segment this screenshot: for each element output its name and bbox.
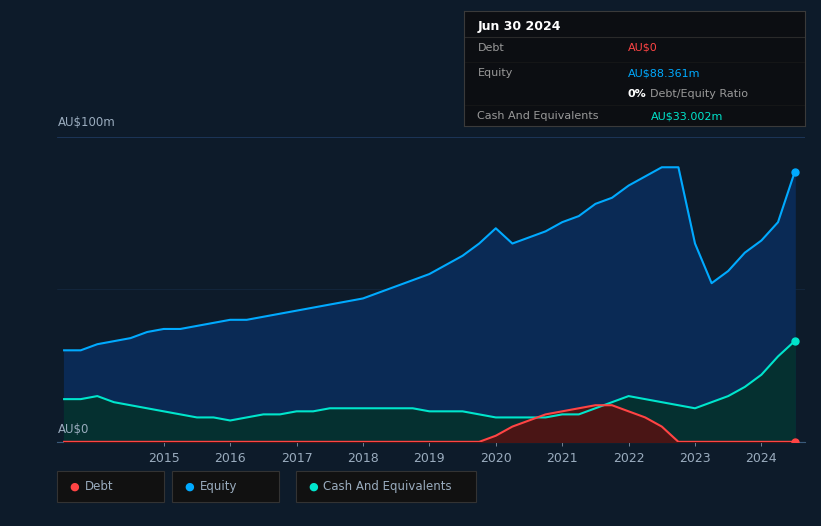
Text: ●: ● [185,481,195,492]
Text: AU$88.361m: AU$88.361m [627,68,700,78]
Text: AU$0: AU$0 [57,423,89,437]
Text: Debt: Debt [85,480,113,493]
Text: Jun 30 2024: Jun 30 2024 [478,20,561,33]
Text: Debt: Debt [478,43,504,53]
Text: Equity: Equity [200,480,237,493]
Text: Cash And Equivalents: Cash And Equivalents [478,111,599,121]
Text: Cash And Equivalents: Cash And Equivalents [323,480,452,493]
Text: Equity: Equity [478,68,513,78]
Text: Debt/Equity Ratio: Debt/Equity Ratio [649,89,748,99]
Text: AU$33.002m: AU$33.002m [651,111,723,121]
Text: ●: ● [308,481,318,492]
Text: AU$100m: AU$100m [57,116,115,129]
Text: 0%: 0% [627,89,646,99]
Text: AU$0: AU$0 [627,43,657,53]
Text: ●: ● [70,481,80,492]
